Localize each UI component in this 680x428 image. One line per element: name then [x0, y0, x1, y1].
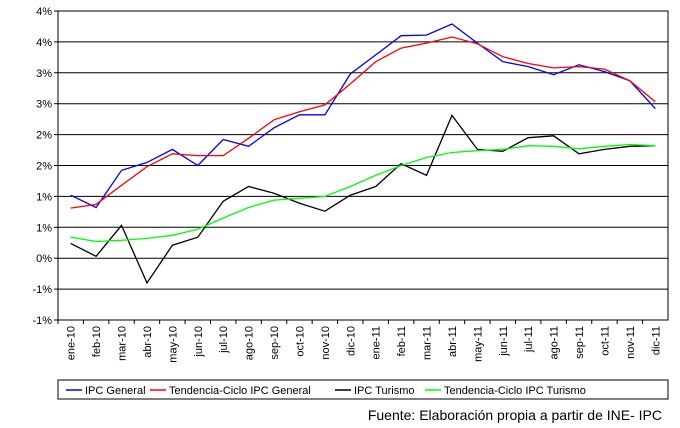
- x-tick-label: jul-11: [523, 326, 535, 353]
- x-tick-label: dic-10: [345, 326, 357, 356]
- y-tick-label: 3%: [36, 68, 52, 80]
- x-tick-label: feb-10: [91, 326, 103, 357]
- y-tick-label: 3%: [36, 99, 52, 111]
- y-tick-label: 4%: [36, 37, 52, 49]
- x-tick-label: jun-11: [498, 326, 510, 357]
- source-note: Fuente: Elaboración propia a partir de I…: [368, 407, 662, 423]
- x-tick-label: mar-11: [422, 326, 434, 360]
- y-tick-label: -1%: [32, 315, 52, 327]
- x-tick-label: ago-11: [549, 326, 561, 359]
- y-tick-label: 4%: [36, 6, 52, 18]
- x-tick-label: sep-11: [574, 326, 586, 359]
- x-tick-label: ene-11: [371, 326, 383, 359]
- legend-label: Tendencia-Ciclo IPC Turismo: [444, 385, 586, 397]
- x-tick-label: jun-10: [193, 326, 205, 358]
- y-tick-label: -1%: [32, 284, 52, 296]
- series-line: [70, 36, 656, 209]
- x-tick-label: ago-10: [244, 326, 256, 360]
- legend-box: [57, 379, 669, 400]
- y-tick-label: 0%: [36, 253, 52, 265]
- y-tick-label: 1%: [36, 191, 52, 203]
- x-tick-label: oct-11: [599, 326, 611, 356]
- x-tick-label: ene-10: [66, 326, 78, 360]
- x-tick-label: dic-11: [650, 326, 662, 355]
- x-tick-label: may-11: [472, 326, 484, 362]
- series-line: [70, 23, 656, 209]
- y-tick-label: 2%: [36, 130, 52, 142]
- x-tick-label: abr-11: [447, 326, 459, 357]
- y-tick-label: 2%: [36, 161, 52, 173]
- y-tick-label: 1%: [36, 222, 52, 234]
- x-tick-label: jul-10: [218, 326, 230, 354]
- x-tick-label: may-10: [167, 326, 179, 363]
- legend-label: Tendencia-Ciclo IPC General: [169, 385, 311, 397]
- x-tick-label: sep-10: [269, 326, 281, 360]
- x-tick-label: feb-11: [396, 326, 408, 356]
- x-tick-label: mar-10: [117, 326, 129, 361]
- x-tick-label: nov-10: [320, 326, 332, 360]
- x-tick-label: nov-11: [625, 326, 637, 359]
- x-tick-label: abr-10: [142, 326, 154, 358]
- series-line: [70, 143, 656, 243]
- x-tick-label: oct-10: [294, 326, 306, 357]
- series-line: [70, 114, 656, 285]
- legend-label: IPC Turismo: [354, 385, 415, 397]
- legend-label: IPC General: [85, 385, 146, 397]
